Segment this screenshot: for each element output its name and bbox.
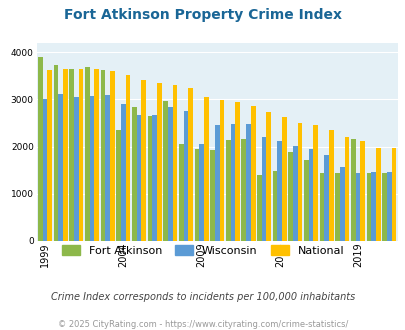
- Bar: [288, 152, 292, 241]
- Text: © 2025 CityRating.com - https://www.cityrating.com/crime-statistics/: © 2025 CityRating.com - https://www.city…: [58, 320, 347, 329]
- Bar: [339, 167, 344, 241]
- Bar: [105, 95, 110, 241]
- Bar: [391, 148, 395, 241]
- Bar: [132, 107, 136, 241]
- Bar: [183, 111, 188, 241]
- Bar: [297, 122, 302, 241]
- Bar: [360, 142, 364, 241]
- Bar: [126, 75, 130, 241]
- Bar: [272, 171, 277, 241]
- Bar: [168, 107, 172, 241]
- Bar: [47, 70, 52, 241]
- Bar: [74, 97, 79, 241]
- Bar: [245, 124, 250, 241]
- Bar: [313, 125, 318, 241]
- Legend: Fort Atkinson, Wisconsin, National: Fort Atkinson, Wisconsin, National: [57, 241, 348, 260]
- Bar: [179, 144, 183, 241]
- Bar: [366, 174, 371, 241]
- Bar: [355, 173, 360, 241]
- Bar: [100, 70, 105, 241]
- Bar: [210, 150, 214, 241]
- Bar: [261, 137, 266, 241]
- Bar: [225, 140, 230, 241]
- Bar: [292, 146, 297, 241]
- Bar: [53, 65, 58, 241]
- Bar: [324, 155, 328, 241]
- Bar: [172, 85, 177, 241]
- Bar: [230, 124, 234, 241]
- Bar: [116, 130, 121, 241]
- Bar: [350, 139, 355, 241]
- Bar: [203, 97, 208, 241]
- Bar: [152, 115, 157, 241]
- Bar: [79, 69, 83, 241]
- Bar: [386, 172, 391, 241]
- Bar: [147, 116, 152, 241]
- Bar: [199, 144, 203, 241]
- Bar: [163, 101, 168, 241]
- Bar: [328, 130, 333, 241]
- Bar: [110, 71, 115, 241]
- Bar: [94, 69, 99, 241]
- Bar: [241, 139, 245, 241]
- Bar: [63, 69, 68, 241]
- Bar: [319, 173, 324, 241]
- Bar: [256, 175, 261, 241]
- Bar: [121, 104, 126, 241]
- Bar: [266, 112, 271, 241]
- Bar: [194, 149, 199, 241]
- Bar: [303, 160, 308, 241]
- Bar: [157, 83, 161, 241]
- Bar: [43, 99, 47, 241]
- Bar: [141, 80, 146, 241]
- Bar: [375, 148, 380, 241]
- Bar: [188, 88, 192, 241]
- Bar: [335, 174, 339, 241]
- Bar: [38, 57, 43, 241]
- Bar: [219, 100, 224, 241]
- Bar: [58, 94, 63, 241]
- Bar: [85, 67, 90, 241]
- Bar: [281, 117, 286, 241]
- Text: Fort Atkinson Property Crime Index: Fort Atkinson Property Crime Index: [64, 8, 341, 22]
- Bar: [381, 174, 386, 241]
- Text: Crime Index corresponds to incidents per 100,000 inhabitants: Crime Index corresponds to incidents per…: [51, 292, 354, 302]
- Bar: [344, 137, 349, 241]
- Bar: [308, 149, 313, 241]
- Bar: [69, 69, 74, 241]
- Bar: [277, 142, 281, 241]
- Bar: [250, 106, 255, 241]
- Bar: [136, 115, 141, 241]
- Bar: [214, 125, 219, 241]
- Bar: [90, 96, 94, 241]
- Bar: [234, 102, 239, 241]
- Bar: [371, 172, 375, 241]
